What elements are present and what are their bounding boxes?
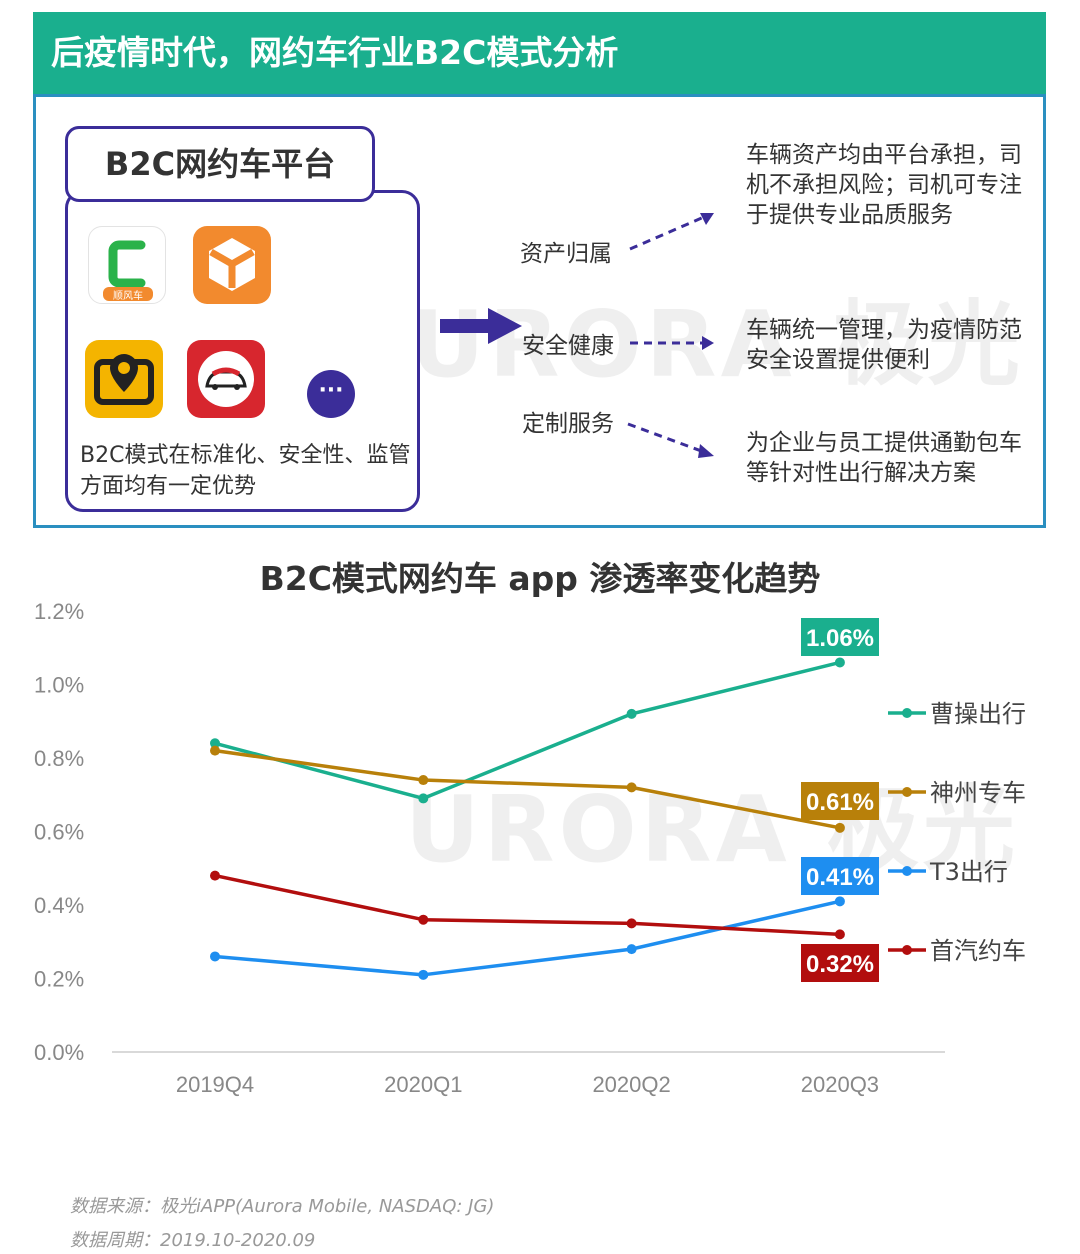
y-tick-label: 0.2%	[34, 967, 84, 992]
data-point	[418, 793, 429, 804]
benefit-label-custom: 定制服务	[522, 411, 614, 437]
caocao-badge: 顺风车	[113, 291, 143, 302]
y-tick-label: 1.0%	[34, 673, 84, 698]
x-tick-label: 2019Q4	[176, 1072, 254, 1097]
y-tick-label: 0.4%	[34, 893, 84, 918]
benefit-label-assets: 资产归属	[520, 241, 612, 267]
dashed-arrow-icon	[629, 213, 714, 251]
legend-marker	[902, 787, 912, 797]
data-point	[210, 738, 220, 749]
data-point	[834, 657, 845, 668]
t3-app-icon	[193, 226, 271, 304]
series-line-3	[214, 899, 841, 977]
series-line-4	[214, 873, 840, 937]
data-point	[210, 745, 220, 756]
more-apps-icon: ···	[307, 370, 355, 418]
end-value-badge	[801, 857, 879, 895]
more-apps-symbol: ···	[318, 378, 344, 403]
dashed-arrow-icon	[627, 422, 714, 458]
legend-marker	[902, 945, 912, 955]
benefit-desc-assets: 车辆资产均由平台承担，司机不承担风险；司机可专注于提供专业品质服务	[746, 142, 1022, 228]
data-point	[418, 914, 429, 925]
caocao-app-icon: 顺风车	[88, 226, 166, 304]
x-tick-label: 2020Q3	[801, 1072, 879, 1097]
data-point	[418, 969, 429, 980]
dashed-arrow-icon	[630, 336, 714, 350]
benefit-desc-safety: 车辆统一管理，为疫情防范安全设置提供便利	[746, 317, 1022, 373]
footer-period: 数据周期：2019.10-2020.09	[70, 1230, 316, 1251]
big-arrow-icon	[440, 308, 522, 344]
data-point	[834, 896, 845, 907]
legend-marker	[902, 866, 912, 876]
series-line-1	[214, 660, 841, 801]
data-label: 0.41%	[806, 864, 874, 891]
end-value-badge	[801, 944, 879, 982]
page-header: 后疫情时代，网约车行业B2C模式分析	[33, 12, 1046, 94]
end-value-badge	[801, 618, 879, 656]
series-line-2	[214, 748, 841, 830]
legend-label: 曹操出行	[930, 700, 1026, 728]
legend-marker	[902, 708, 912, 718]
data-point	[210, 951, 220, 962]
shenzhou-app-icon	[187, 340, 265, 418]
x-tick-label: 2020Q1	[384, 1072, 462, 1097]
legend-label: 神州专车	[930, 779, 1026, 807]
footer-source: 数据来源：极光iAPP(Aurora Mobile, NASDAQ: JG)	[70, 1196, 495, 1217]
data-label: 0.32%	[806, 951, 874, 978]
data-point	[626, 782, 637, 793]
data-point	[626, 944, 637, 955]
y-tick-label: 0.0%	[34, 1040, 84, 1065]
end-value-badge	[801, 782, 879, 820]
data-point	[626, 918, 637, 929]
shouqi-app-icon	[85, 340, 163, 418]
legend-label: T3出行	[929, 858, 1008, 886]
page-title: 后疫情时代，网约车行业B2C模式分析	[51, 33, 619, 72]
benefit-label-safety: 安全健康	[522, 333, 614, 359]
y-tick-label: 0.8%	[34, 746, 84, 771]
line-chart: 0.0% 0.2% 0.4% 0.6% 0.8% 1.0% 1.2% 2019Q4 2020Q1…	[34, 599, 1026, 1097]
data-point	[210, 870, 220, 881]
x-tick-label: 2020Q2	[592, 1072, 670, 1097]
data-point	[834, 929, 845, 940]
data-label: 1.06%	[806, 625, 874, 652]
data-point	[834, 822, 845, 833]
y-tick-label: 1.2%	[34, 599, 84, 624]
chart-title: B2C模式网约车 app 渗透率变化趋势	[259, 559, 821, 598]
platform-title: B2C网约车平台	[65, 126, 375, 202]
benefit-desc-custom: 为企业与员工提供通勤包车等针对性出行解决方案	[746, 430, 1022, 486]
data-label: 0.61%	[806, 789, 874, 816]
platform-note: B2C模式在标准化、安全性、监管方面均有一定优势	[80, 443, 411, 499]
y-tick-label: 0.6%	[34, 820, 84, 845]
data-point	[626, 708, 637, 719]
legend-label: 首汽约车	[930, 937, 1026, 965]
data-point	[418, 775, 429, 786]
